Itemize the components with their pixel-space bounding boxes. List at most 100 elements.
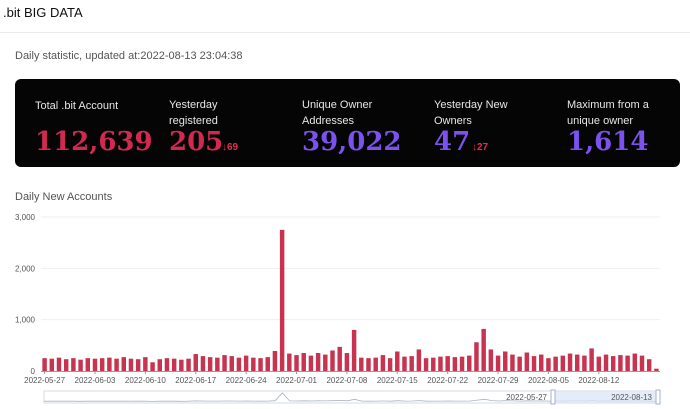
stat-value: 205: [169, 127, 224, 157]
bar: [337, 346, 342, 371]
bar: [56, 357, 62, 371]
stat-value: 1,614: [567, 127, 649, 157]
bar: [128, 358, 134, 371]
bar: [610, 356, 616, 371]
bar: [387, 358, 393, 371]
bar: [625, 355, 630, 371]
bar: [207, 357, 213, 371]
arrow-down-icon: ↓: [222, 142, 227, 153]
bar: [71, 358, 76, 371]
stat-value: 39,022: [302, 127, 402, 157]
bar: [236, 357, 242, 371]
bar: [366, 358, 371, 371]
bar: [92, 358, 98, 371]
bar: [632, 353, 638, 371]
bar: [546, 358, 551, 371]
bar: [431, 357, 436, 371]
bar: [179, 359, 184, 371]
zoom-slider-selection: [553, 391, 658, 403]
bar: [452, 357, 458, 371]
x-tick-label: 2022-07-15: [377, 376, 418, 385]
x-tick-label: 2022-08-12: [578, 376, 619, 385]
stat-label: Yesterday New Owners: [434, 99, 508, 127]
bar: [200, 356, 206, 371]
stat-label: Maximum from a unique owner: [567, 99, 649, 127]
arrow-down-icon: ↓: [472, 142, 477, 153]
stat-change: ↓69: [222, 142, 239, 153]
bar: [524, 352, 530, 371]
bar: [380, 355, 386, 371]
bar: [49, 358, 55, 371]
bar: [121, 357, 126, 371]
stat-change: ↓27: [472, 142, 489, 153]
bar: [222, 355, 227, 371]
bar: [272, 350, 278, 371]
bar: [135, 359, 141, 371]
x-tick-label: 2022-07-08: [326, 376, 367, 385]
bar: [373, 357, 378, 371]
bar: [258, 358, 263, 371]
bar: [193, 354, 198, 371]
bar: [646, 359, 652, 371]
x-tick-label: 2022-06-10: [125, 376, 166, 385]
y-tick-label: 1,000: [15, 316, 36, 325]
bar: [575, 354, 580, 371]
bar: [330, 350, 335, 371]
bar: [618, 355, 623, 371]
bar: [150, 362, 155, 371]
update-label: Daily statistic, updated at:: [15, 50, 141, 62]
bar: [603, 354, 609, 371]
bar: [517, 356, 522, 371]
bar: [459, 356, 465, 371]
bar: [488, 349, 494, 371]
bar: [186, 358, 191, 371]
bar: [287, 353, 292, 371]
chart-title: Daily New Accounts: [15, 191, 113, 203]
bar: [351, 329, 357, 371]
bar: [63, 359, 69, 371]
stats-panel: Total .bit Account 112,639 Yesterday regi…: [15, 79, 680, 167]
bar: [409, 356, 414, 371]
y-tick-label: 0: [31, 367, 36, 376]
bar: [279, 229, 285, 371]
bar: [467, 355, 472, 371]
update-info: Daily statistic, updated at:2022-08-13 2…: [15, 50, 243, 62]
bar: [474, 342, 479, 371]
bar: [78, 359, 83, 371]
bar: [215, 357, 220, 371]
bar: [164, 358, 170, 371]
bar: [495, 355, 501, 371]
bar: [438, 356, 443, 371]
zoom-slider-start-label: 2022-05-27: [506, 393, 547, 402]
x-tick-label: 2022-07-29: [478, 376, 519, 385]
bar: [539, 354, 544, 371]
page-title: .bit BIG DATA: [3, 5, 83, 20]
zoom-slider-handle-start[interactable]: [550, 389, 556, 405]
bar: [654, 368, 659, 371]
bar: [107, 357, 112, 371]
bar: [323, 354, 328, 371]
bar: [85, 358, 91, 371]
y-tick-label: 2,000: [15, 264, 36, 273]
zoom-slider-end-label: 2022-08-13: [611, 393, 652, 402]
x-tick-label: 2022-06-03: [75, 376, 116, 385]
stat-label: Total .bit Account: [35, 100, 119, 112]
bar: [42, 358, 47, 371]
x-tick-label: 2022-07-01: [276, 376, 317, 385]
stat-value: 112,639: [35, 127, 153, 157]
bar: [251, 357, 256, 371]
bar: [481, 328, 486, 371]
bar: [639, 355, 645, 371]
zoom-slider-handle-end[interactable]: [655, 389, 661, 405]
bar: [114, 358, 119, 371]
bar: [416, 349, 422, 371]
bar: [301, 353, 306, 371]
x-tick-label: 2022-08-05: [528, 376, 569, 385]
bar: [308, 355, 314, 371]
bar: [553, 356, 558, 371]
bar: [294, 355, 299, 371]
x-tick-label: 2022-07-22: [427, 376, 468, 385]
bar: [582, 355, 587, 371]
page-header: .bit BIG DATA: [0, 0, 690, 33]
bar: [395, 351, 400, 371]
